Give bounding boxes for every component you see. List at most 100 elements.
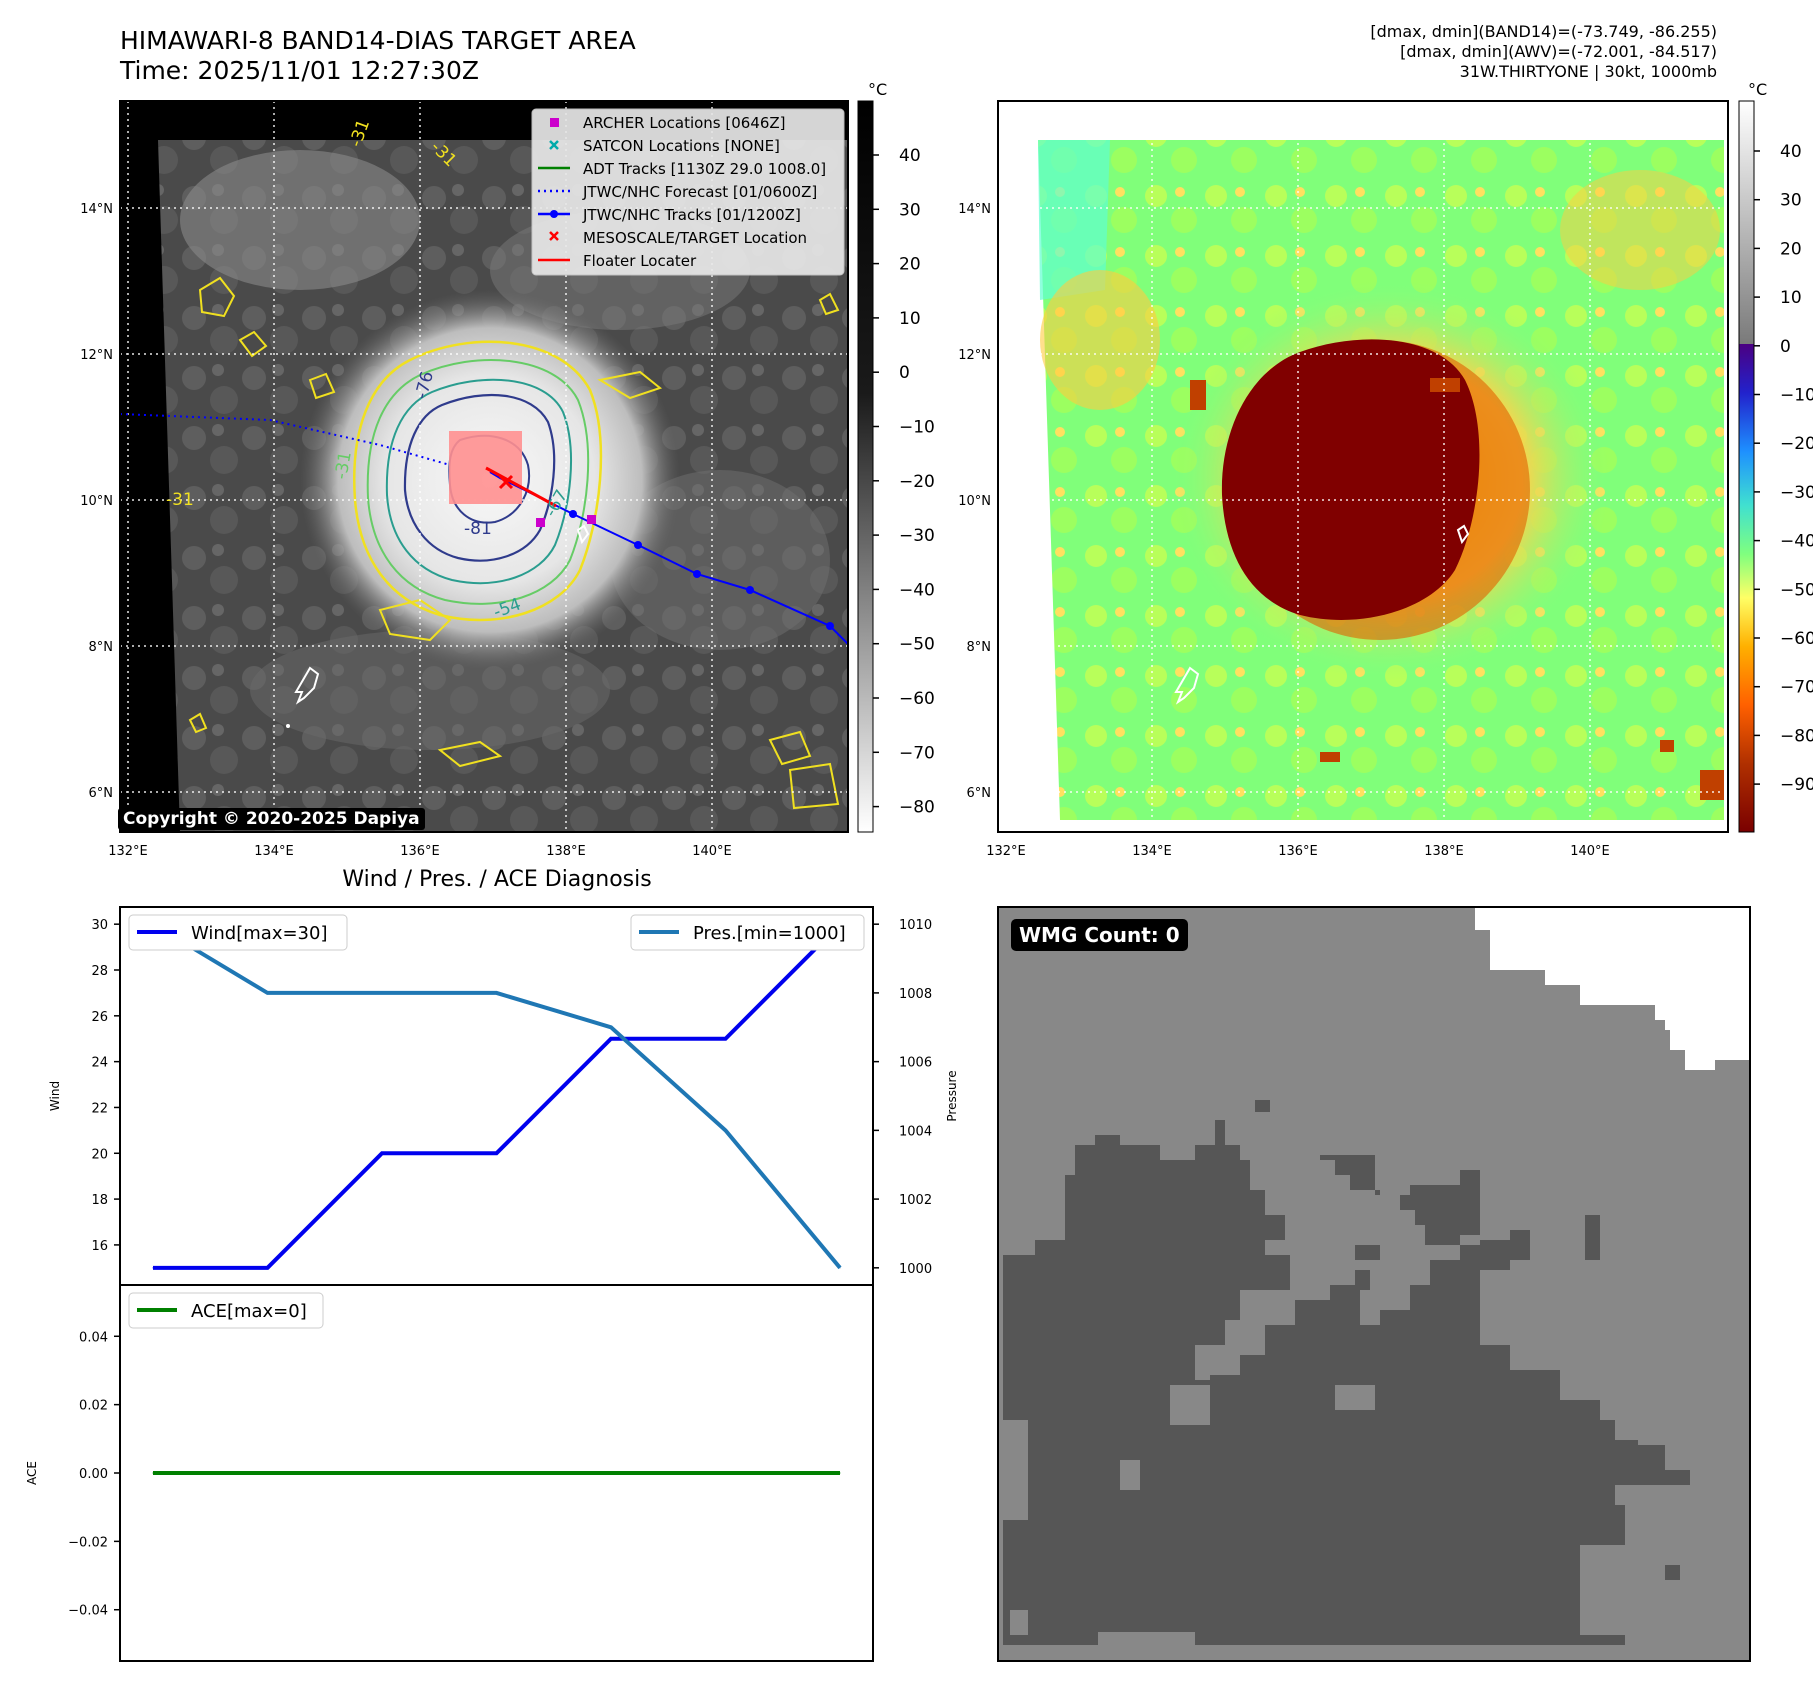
left-colorbar-unit: °C bbox=[868, 80, 887, 99]
legend-box bbox=[531, 108, 845, 276]
tracks-legend-dot bbox=[550, 210, 558, 218]
colorbar-tick-label: 10 bbox=[1780, 288, 1802, 308]
legend-item-target: MESOSCALE/TARGET Location bbox=[583, 229, 807, 247]
colorbar-tick-label: −40 bbox=[1780, 532, 1813, 552]
copyright-badge: Copyright © 2020-2025 Dapiya bbox=[118, 808, 425, 830]
target-location-marker bbox=[498, 474, 514, 490]
y-tick: 14°N bbox=[80, 202, 113, 217]
wind-y-tick-label: 24 bbox=[91, 1056, 108, 1071]
contour-label: -81 bbox=[464, 519, 492, 539]
colorbar-tick-label: −30 bbox=[1780, 483, 1813, 503]
left-map-frame bbox=[119, 100, 849, 833]
colorbar-tick-label: 20 bbox=[899, 255, 921, 275]
ace-legend-label: ACE[max=0] bbox=[191, 1301, 307, 1322]
wmg-dark-region bbox=[1003, 1120, 1690, 1645]
floater-box bbox=[449, 431, 522, 504]
colorbar-tick-label: −20 bbox=[899, 472, 935, 492]
colorbar-tick-label: −40 bbox=[899, 580, 935, 600]
island-outline bbox=[1174, 666, 1200, 705]
right-colorbar-ticks: 40 30 20 10 0 −10 −20 −30 −40 −50 −60 −70 −80 −90 bbox=[1754, 142, 1813, 795]
y-tick: 8°N bbox=[89, 640, 114, 655]
info-line-bands14: [dmax, dmin](BAND14)=(-73.749, -86.255) bbox=[1370, 22, 1717, 41]
figure-time: Time: 2025/11/01 12:27:30Z bbox=[120, 56, 479, 85]
y-tick: 12°N bbox=[958, 348, 991, 363]
pressure-point bbox=[839, 1267, 841, 1269]
left-map: -31 -31 -31 -31 -54 -76 -81 -67 ARCHER L… bbox=[80, 100, 849, 859]
legend-item-adt: ADT Tracks [1130Z 29.0 1008.0] bbox=[583, 160, 826, 178]
pressure-axis-label: Pressure bbox=[945, 1070, 959, 1121]
legend-item-satcon: SATCON Locations [NONE] bbox=[583, 137, 780, 155]
colorbar-tick-label: 40 bbox=[1780, 142, 1802, 162]
wind-point bbox=[610, 1038, 612, 1040]
contour-minus76 bbox=[403, 393, 556, 562]
y-tick: 10°N bbox=[958, 494, 991, 509]
wind-y-tick-label: 16 bbox=[91, 1239, 108, 1254]
colorbar-tick-label: 0 bbox=[1780, 337, 1791, 357]
contour-label: -31 bbox=[331, 450, 356, 481]
island-outline bbox=[1456, 524, 1470, 545]
right-map: 132°E 134°E 136°E 138°E 140°E 14°N 12°N … bbox=[958, 100, 1729, 859]
wind-point bbox=[496, 1152, 497, 1154]
contour-minus31 bbox=[353, 340, 603, 622]
island-outline bbox=[294, 666, 320, 705]
left-map-y-ticks: 14°N 12°N 10°N 8°N 6°N bbox=[80, 202, 113, 801]
colorbar-tick-label: −80 bbox=[899, 798, 935, 818]
x-tick: 136°E bbox=[1278, 844, 1318, 859]
wind-y-tick-label: 28 bbox=[91, 964, 108, 979]
ace-y-tick-label: 0.02 bbox=[79, 1399, 108, 1414]
ace-axis-label: ACE bbox=[25, 1461, 39, 1485]
pressure-y-tick-label: 1004 bbox=[899, 1124, 932, 1139]
wind-legend-label: Wind[max=30] bbox=[191, 923, 328, 944]
wmg-panel bbox=[997, 906, 1751, 1662]
ace-y-tick-label: 0.04 bbox=[79, 1330, 108, 1345]
right-colorbar-frame bbox=[1738, 100, 1755, 833]
contour-minus54 bbox=[366, 359, 590, 605]
contour-label: -31 bbox=[166, 490, 194, 510]
y-tick: 6°N bbox=[89, 786, 114, 801]
right-warm-band bbox=[1560, 170, 1720, 290]
right-colorbar: °C 40 30 20 10 0 −10 −20 −30 −40 −50 −60 −70 −80 −90 bbox=[1738, 80, 1813, 833]
colorbar-tick-label: −50 bbox=[1780, 580, 1813, 600]
island-dot bbox=[286, 724, 290, 728]
legend-item-floater: Floater Locater bbox=[583, 252, 697, 270]
x-tick: 138°E bbox=[1424, 844, 1464, 859]
contour-minus67 bbox=[385, 378, 572, 584]
wind-pressure-axes bbox=[119, 906, 874, 1286]
ace-point bbox=[725, 1472, 726, 1474]
pressure-y-tick-label: 1000 bbox=[899, 1262, 932, 1277]
wind-pressure-marks: 16 18 20 22 24 26 28 30 1000 1002 1004 1006 1008 1010 bbox=[91, 918, 932, 1277]
wmg-dark-patches bbox=[1255, 1100, 1680, 1580]
figure-title: HIMAWARI-8 BAND14-DIAS TARGET AREA bbox=[120, 26, 636, 55]
ace-y-tick-label: 0.00 bbox=[79, 1467, 108, 1482]
x-tick: 134°E bbox=[254, 844, 294, 859]
legend-item-forecast: JTWC/NHC Forecast [01/0600Z] bbox=[582, 183, 817, 201]
right-map-gridlines bbox=[998, 101, 1728, 832]
ace-point bbox=[381, 1472, 383, 1474]
ace-point bbox=[610, 1472, 612, 1474]
wind-legend: Wind[max=30] bbox=[128, 914, 348, 951]
right-colorbar-lower bbox=[1739, 344, 1754, 832]
wind-point bbox=[152, 1267, 154, 1269]
y-tick: 10°N bbox=[80, 494, 113, 509]
wind-y-tick-label: 18 bbox=[91, 1193, 108, 1208]
right-map-border bbox=[997, 100, 1729, 833]
pressure-point bbox=[267, 992, 268, 994]
x-tick: 140°E bbox=[1570, 844, 1610, 859]
colorbar-tick-label: −60 bbox=[899, 689, 935, 709]
pressure-y-tick-label: 1010 bbox=[899, 918, 932, 933]
ace-point bbox=[267, 1472, 268, 1474]
island-outline bbox=[576, 524, 590, 545]
diagnosis-title: Wind / Pres. / ACE Diagnosis bbox=[342, 867, 651, 892]
wind-point bbox=[267, 1267, 268, 1269]
pressure-legend-label: Pres.[min=1000] bbox=[693, 923, 846, 944]
right-map-x-ticks: 132°E 134°E 136°E 138°E 140°E bbox=[986, 844, 1610, 859]
wind-axis-label: Wind bbox=[48, 1081, 62, 1111]
target-legend-icon bbox=[549, 231, 559, 241]
right-storm-core bbox=[1221, 339, 1480, 620]
pressure-point bbox=[496, 992, 497, 994]
colorbar-tick-label: 0 bbox=[899, 363, 910, 383]
ace-point bbox=[839, 1472, 841, 1474]
colorbar-tick-label: −10 bbox=[899, 418, 935, 438]
pressure-point bbox=[725, 1129, 726, 1131]
